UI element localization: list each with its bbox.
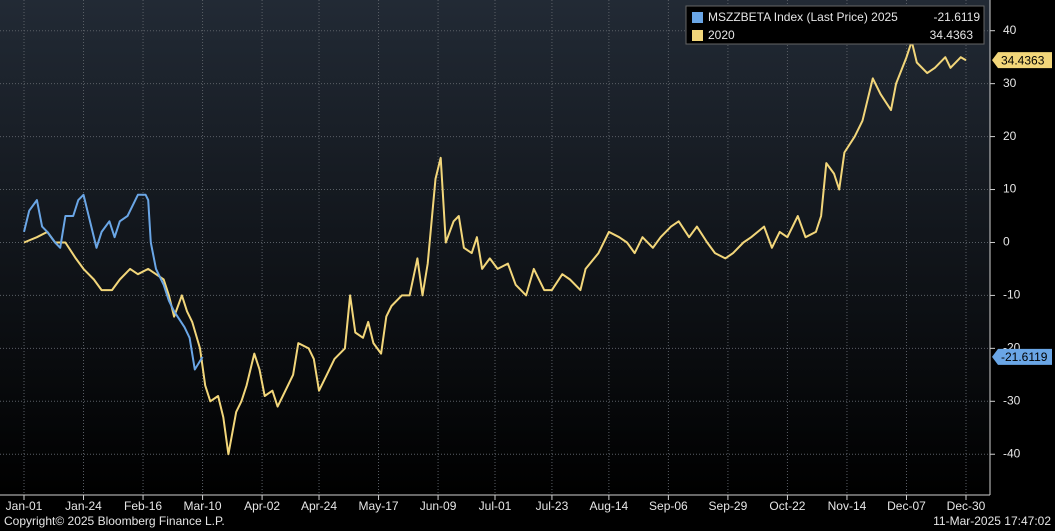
x-tick-label: Jun-09 xyxy=(420,499,457,513)
callouts: 34.4363 -21.6119 xyxy=(992,52,1052,365)
x-tick-label: Oct-22 xyxy=(769,499,805,513)
x-tick-label: Apr-24 xyxy=(301,499,337,513)
legend-value: 34.4363 xyxy=(930,28,974,42)
legend-swatch xyxy=(692,30,703,41)
grid xyxy=(0,0,990,495)
last-value-label: -21.6119 xyxy=(1001,350,1048,364)
x-tick-label: Apr-02 xyxy=(244,499,280,513)
series-line xyxy=(23,193,204,371)
y-tick-label: 40 xyxy=(1003,23,1017,37)
x-tick-label: May-17 xyxy=(359,499,399,513)
legend-box xyxy=(685,5,985,45)
legend-swatch xyxy=(692,12,703,23)
y-tick-label: -10 xyxy=(1003,288,1021,302)
x-tick-label: Sep-29 xyxy=(709,499,748,513)
lines xyxy=(23,40,967,456)
legend-label: MSZZBETA Index (Last Price) 2025 xyxy=(708,10,898,24)
x-tick-label: Feb-16 xyxy=(124,499,162,513)
x-tick-label: Jul-23 xyxy=(536,499,569,513)
legend-label: 2020 xyxy=(708,28,735,42)
last-value-label: 34.4363 xyxy=(1001,53,1045,67)
y-tick-label: 10 xyxy=(1003,182,1017,196)
x-tick-label: Dec-30 xyxy=(947,499,986,513)
legend: MSZZBETA Index (Last Price) 2025 -21.611… xyxy=(685,5,985,45)
x-tick-label: Mar-10 xyxy=(184,499,222,513)
series-line xyxy=(23,40,967,456)
timestamp: 11-Mar-2025 17:47:02 xyxy=(933,514,1051,528)
plot-background xyxy=(0,0,990,495)
x-tick-label: Jan-01 xyxy=(6,499,43,513)
x-tick-label: Nov-14 xyxy=(828,499,867,513)
y-tick-label: 20 xyxy=(1003,129,1017,143)
last-value-callout xyxy=(992,348,1052,365)
legend-value: -21.6119 xyxy=(934,10,981,24)
x-tick-label: Sep-06 xyxy=(649,499,688,513)
y-tick-label: 0 xyxy=(1003,235,1010,249)
y-tick-label: -30 xyxy=(1003,393,1021,407)
y-tick-label: 30 xyxy=(1003,76,1017,90)
x-tick-label: Jul-01 xyxy=(479,499,512,513)
last-value-callout xyxy=(992,52,1052,69)
x-tick-label: Aug-14 xyxy=(590,499,629,513)
x-tick-label: Dec-07 xyxy=(887,499,926,513)
x-tick-label: Jan-24 xyxy=(65,499,102,513)
y-tick-label: -40 xyxy=(1003,446,1021,460)
copyright: Copyright© 2025 Bloomberg Finance L.P. xyxy=(4,514,225,528)
